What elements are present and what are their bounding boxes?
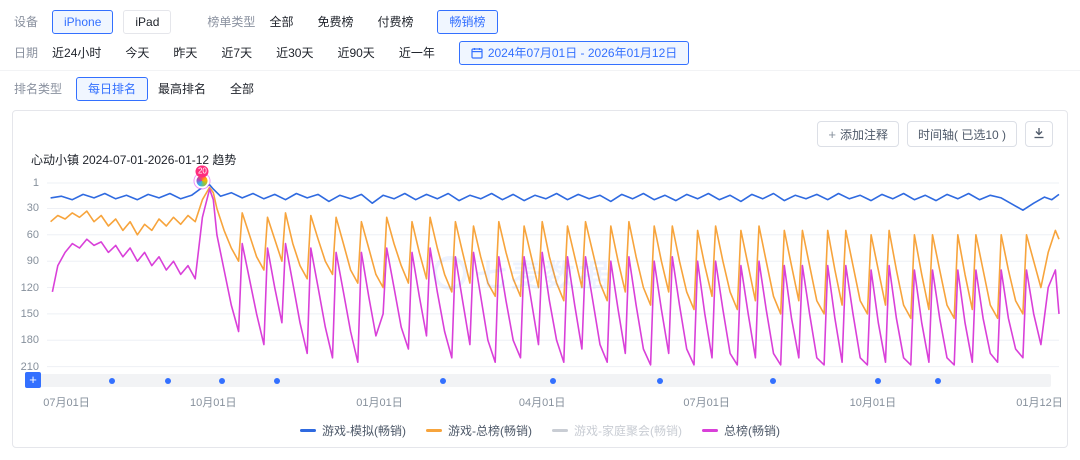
trend-chart-canvas[interactable] — [47, 182, 1060, 371]
y-axis-tick: 150 — [20, 307, 39, 320]
x-axis: 07月01日 10月01日 01月01日 04月01日 07月01日 10月01日 01月1… — [43, 394, 1063, 409]
rank-option-best[interactable]: 最高排名 — [158, 82, 207, 96]
y-axis-tick: 60 — [26, 228, 39, 241]
timeline-annotation-dot[interactable] — [934, 377, 941, 384]
timeline-annotation-dot[interactable] — [219, 377, 226, 384]
chart-legend: 游戏-模拟(畅销) 游戏-总榜(畅销) 游戏-家庭聚会(畅销) 总榜(畅销) — [13, 422, 1067, 439]
add-annotation-button[interactable]: + 添加注释 — [817, 121, 899, 147]
device-label: 设备 — [14, 15, 39, 29]
series-line — [50, 186, 1060, 320]
date-range-picker[interactable]: 2024年07月01日 - 2026年01月12日 — [458, 40, 690, 65]
add-annotation-label: 添加注释 — [839, 127, 888, 142]
timeline-annotation-dot[interactable] — [770, 377, 777, 384]
legend-color-swatch — [552, 429, 568, 432]
plus-icon: + — [828, 126, 836, 142]
x-axis-tick: 01月01日 — [356, 397, 403, 409]
x-axis-tick: 10月01日 — [190, 397, 237, 409]
legend-label: 游戏-模拟(畅销) — [322, 424, 406, 438]
y-axis-tick: 120 — [20, 281, 39, 294]
date-option-yesterday[interactable]: 昨天 — [173, 46, 198, 60]
y-axis: 1 30 60 90 120 150 180 210 — [17, 177, 43, 373]
timeline-annotation-dot[interactable] — [273, 377, 280, 384]
filter-divider — [0, 70, 1080, 71]
timeline-annotation-dot[interactable] — [656, 377, 663, 384]
legend-item-games-overall[interactable]: 游戏-总榜(畅销) — [426, 422, 532, 439]
chart-title: 心动小镇 2024-07-01-2026-01-12 趋势 — [31, 153, 237, 167]
x-axis-tick: 01月12日 — [1016, 397, 1063, 409]
date-option-today[interactable]: 今天 — [125, 46, 150, 60]
date-option-30d[interactable]: 近30天 — [276, 46, 314, 60]
date-label: 日期 — [14, 46, 39, 60]
date-range-value: 2024年07月01日 - 2026年01月12日 — [487, 45, 678, 60]
legend-label: 游戏-总榜(畅销) — [448, 424, 532, 438]
legend-label: 游戏-家庭聚会(畅销) — [574, 424, 682, 438]
date-option-24h[interactable]: 近24小时 — [52, 46, 102, 60]
y-axis-tick: 90 — [26, 255, 39, 268]
x-axis-tick: 07月01日 — [43, 397, 90, 409]
timeline-annotation-dot[interactable] — [550, 377, 556, 384]
rank-type-label: 排名类型 — [14, 82, 63, 96]
y-axis-tick: 1 — [32, 177, 39, 189]
timeline-annotation-dot[interactable] — [875, 377, 882, 384]
trend-plot-area[interactable]: 七麦数据 20 — [47, 165, 1060, 371]
annotation-marker[interactable]: 20 — [194, 165, 210, 189]
legend-item-party[interactable]: 游戏-家庭聚会(畅销) — [552, 422, 682, 439]
date-option-1y[interactable]: 近一年 — [398, 46, 435, 60]
annotation-dots-track — [47, 374, 1059, 387]
annotation-badge: 20 — [195, 165, 209, 178]
board-type-label: 榜单类型 — [207, 15, 256, 29]
rank-option-daily[interactable]: 每日排名 — [76, 76, 149, 101]
x-axis-tick: 07月01日 — [683, 397, 730, 409]
legend-item-sim[interactable]: 游戏-模拟(畅销) — [300, 422, 406, 439]
board-option-all[interactable]: 全部 — [269, 15, 294, 29]
download-button[interactable] — [1025, 121, 1053, 147]
y-axis-tick: 30 — [26, 202, 39, 215]
calendar-icon — [471, 47, 483, 59]
timeline-button[interactable]: 时间轴( 已选10 ) — [906, 121, 1017, 147]
board-option-grossing[interactable]: 畅销榜 — [437, 9, 498, 34]
timeline-button-label: 时间轴( 已选10 ) — [917, 127, 1006, 142]
board-option-paid[interactable]: 付费榜 — [377, 15, 414, 29]
legend-item-overall[interactable]: 总榜(畅销) — [702, 422, 780, 439]
legend-color-swatch — [426, 429, 442, 432]
trend-chart-card: + 添加注释 时间轴( 已选10 ) 心动小镇 2024-07-01-2026-… — [12, 110, 1068, 448]
rank-option-all[interactable]: 全部 — [230, 82, 255, 96]
timeline-annotation-dot[interactable] — [165, 377, 172, 384]
board-option-free[interactable]: 免费榜 — [317, 15, 354, 29]
rank-type-filter-row: 排名类型 每日排名 最高排名 全部 — [14, 73, 1066, 104]
x-axis-tick: 04月01日 — [518, 397, 566, 409]
chart-toolbar: + 添加注释 时间轴( 已选10 ) — [817, 121, 1053, 147]
timeline-scrubber[interactable]: + — [25, 372, 1051, 388]
series-line — [51, 188, 1060, 366]
device-option-ipad[interactable]: iPad — [123, 9, 172, 34]
legend-color-swatch — [702, 429, 718, 432]
y-axis-tick: 180 — [20, 334, 39, 347]
device-filter-row: 设备 iPhone iPad 榜单类型 全部 免费榜 付费榜 畅销榜 — [14, 6, 1066, 37]
series-line — [50, 183, 1060, 212]
date-option-7d[interactable]: 近7天 — [221, 46, 253, 60]
y-axis-tick: 210 — [20, 360, 39, 373]
timeline-annotation-dot[interactable] — [109, 377, 116, 384]
scrubber-add-button[interactable]: + — [25, 372, 41, 388]
legend-color-swatch — [300, 429, 316, 432]
timeline-annotation-dot[interactable] — [439, 377, 446, 384]
filter-bar: 设备 iPhone iPad 榜单类型 全部 免费榜 付费榜 畅销榜 日期 近2… — [0, 0, 1080, 104]
legend-label: 总榜(畅销) — [724, 424, 780, 438]
device-option-iphone[interactable]: iPhone — [52, 9, 114, 34]
date-option-90d[interactable]: 近90天 — [337, 46, 375, 60]
download-icon — [1033, 127, 1045, 142]
x-axis-tick: 10月01日 — [849, 397, 897, 409]
date-filter-row: 日期 近24小时 今天 昨天 近7天 近30天 近90天 近一年 2024年07… — [14, 37, 1066, 68]
